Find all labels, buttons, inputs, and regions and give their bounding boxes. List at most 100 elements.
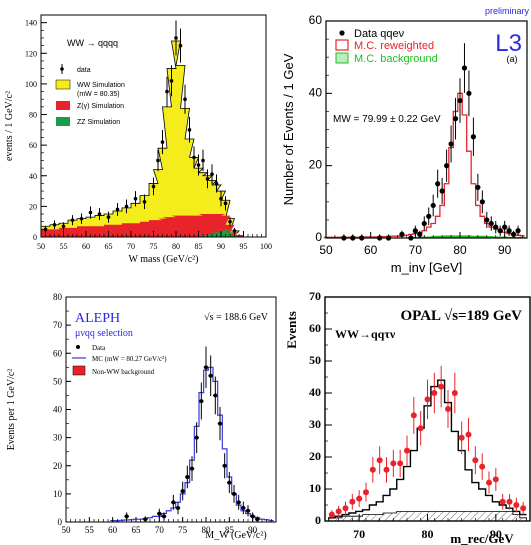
p2-legend-bkg-swatch — [335, 52, 349, 64]
p1-xtick-label-75: 75 — [150, 242, 158, 251]
p3-ytick-label-70: 70 — [53, 320, 63, 330]
p2-data-point-19 — [466, 90, 472, 96]
p2-xtick-label-50: 50 — [319, 243, 333, 257]
p3-data-point-13 — [213, 393, 218, 398]
p1-legend-zgamma-swatch — [56, 101, 70, 110]
p3-title: ALEPH — [75, 311, 120, 326]
p3-data-point-7 — [185, 475, 190, 479]
p1-xtick-label-100: 100 — [260, 242, 272, 251]
p4-ytick-label-0: 0 — [315, 513, 321, 527]
p1-data-point-8 — [115, 207, 120, 212]
p1-data-point-11 — [142, 199, 147, 204]
p4-title: OPAL √s=189 GeV — [400, 308, 522, 324]
p1-data-point-27 — [219, 196, 223, 201]
p3-xtick-label-90: 90 — [248, 525, 258, 535]
p1-zz-simulation-area — [41, 229, 244, 237]
p2-data-point-24 — [488, 220, 494, 227]
p1-xtick-label-70: 70 — [127, 242, 135, 251]
p3-data-point-8 — [190, 466, 194, 471]
p1-data-point-25 — [210, 172, 214, 177]
p1-xtick-label-95: 95 — [240, 242, 248, 251]
p2-data-point-23 — [484, 217, 490, 223]
p1-xtick-label-85: 85 — [195, 242, 203, 251]
p2-data-point-18 — [461, 65, 468, 71]
p3-ytick-label-10: 10 — [53, 489, 63, 499]
p4-data-point-20 — [465, 431, 472, 438]
p2-data-point-21 — [475, 184, 481, 190]
p3-ytick-label-80: 80 — [53, 292, 63, 302]
p4-data-point-8 — [383, 466, 390, 473]
p4-data-point-24 — [492, 476, 499, 483]
p2-data-point-14 — [444, 163, 450, 169]
p2-xlabel: m_inv [GeV] — [391, 260, 463, 275]
p3-ytick-label-30: 30 — [53, 433, 63, 443]
p2-xtick-label-80: 80 — [453, 243, 467, 257]
p3-ytick-label-20: 20 — [53, 461, 63, 471]
p4-data-point-13 — [417, 425, 424, 432]
p3-data-point-18 — [236, 500, 241, 505]
p3-data-point-19 — [241, 505, 246, 510]
p4-data-point-25 — [499, 498, 506, 505]
p3-ytick-label-40: 40 — [53, 405, 63, 415]
p1-data-point-22 — [196, 163, 201, 167]
p2-xtick-label-70: 70 — [409, 243, 423, 257]
p2-legend-bkg-label: M.C. background — [354, 53, 438, 65]
p3-mc-line — [110, 366, 274, 522]
p4-ylabel: Events — [284, 311, 299, 349]
p3-data-point-15 — [222, 463, 227, 468]
p2-xtick-label-90: 90 — [498, 243, 512, 257]
p4-data-point-6 — [369, 466, 376, 473]
p2-data-point-9 — [421, 220, 427, 227]
p3-data-point-11 — [204, 365, 208, 370]
p4-ytick-label-30: 30 — [309, 417, 321, 431]
p1-data-point-7 — [106, 215, 111, 219]
p3-legend-data-marker — [76, 345, 80, 349]
p4-ytick-label-40: 40 — [309, 385, 321, 399]
p2-data-point-28 — [506, 228, 512, 234]
p3-data-point-9 — [194, 435, 199, 440]
p4-data-point-15 — [431, 390, 438, 396]
p2-ytick-label-40: 40 — [309, 85, 323, 99]
p1-data-point-19 — [183, 97, 187, 102]
p4-xlabel: m_rec/GeV — [450, 531, 514, 545]
p1-ytick-label-60: 60 — [29, 141, 37, 150]
p2-data-point-16 — [452, 116, 459, 122]
p1-ytick-label-80: 80 — [29, 111, 37, 120]
p3-xtick-label-50: 50 — [62, 525, 72, 535]
p3-data-point-4 — [171, 500, 176, 505]
p1-data-point-6 — [97, 212, 102, 216]
p4-data-point-17 — [445, 406, 451, 412]
p1-legend-zgamma-label: Z(γ) Simulation — [77, 103, 124, 110]
p1-legend-ww-swatch — [55, 79, 71, 90]
p3-data-point-3 — [162, 514, 166, 519]
p2-data-point-30 — [515, 228, 521, 234]
p2-title: L3 — [495, 30, 522, 57]
p3-xlabel: M_W (GeV/c²) — [205, 530, 266, 541]
p3-sqrt-s-annotation: √s = 188.6 GeV — [204, 312, 269, 323]
p4-data-point-26 — [506, 498, 513, 505]
p3-ytick-label-50: 50 — [53, 376, 63, 386]
p3-subtitle: μνqq selection — [75, 328, 133, 339]
p1-data-point-4 — [79, 216, 84, 221]
p1-data-point-16 — [169, 79, 174, 83]
p4-ytick-label-60: 60 — [309, 321, 321, 335]
p3-data-point-6 — [180, 489, 185, 494]
p1-data-point-20 — [187, 128, 192, 132]
p1-data-point-14 — [160, 140, 165, 144]
p4-data-point-27 — [513, 502, 520, 508]
p3-data-point-2 — [157, 511, 162, 516]
p1-data-point-29 — [228, 219, 232, 224]
p3-data-point-0 — [124, 514, 129, 519]
p2-ytick-label-20: 20 — [309, 158, 323, 172]
p4-ytick-label-50: 50 — [309, 353, 321, 367]
p3-data-point-12 — [208, 373, 213, 378]
p1-xlabel: W mass (GeV/c²) — [128, 254, 198, 265]
p1-ytick-label-140: 140 — [25, 19, 37, 28]
p3-ytick-label-60: 60 — [53, 348, 63, 358]
p2-legend-mc-swatch — [335, 39, 349, 51]
p1-data-point-13 — [156, 158, 160, 163]
p2-ylabel: Number of Events / 1 GeV — [281, 53, 296, 205]
p1-legend-ww-label: WW Simulation — [77, 82, 125, 89]
p2-legend-mc-label: M.C. reweighted — [354, 40, 434, 52]
p1-data-point-3 — [70, 218, 75, 222]
